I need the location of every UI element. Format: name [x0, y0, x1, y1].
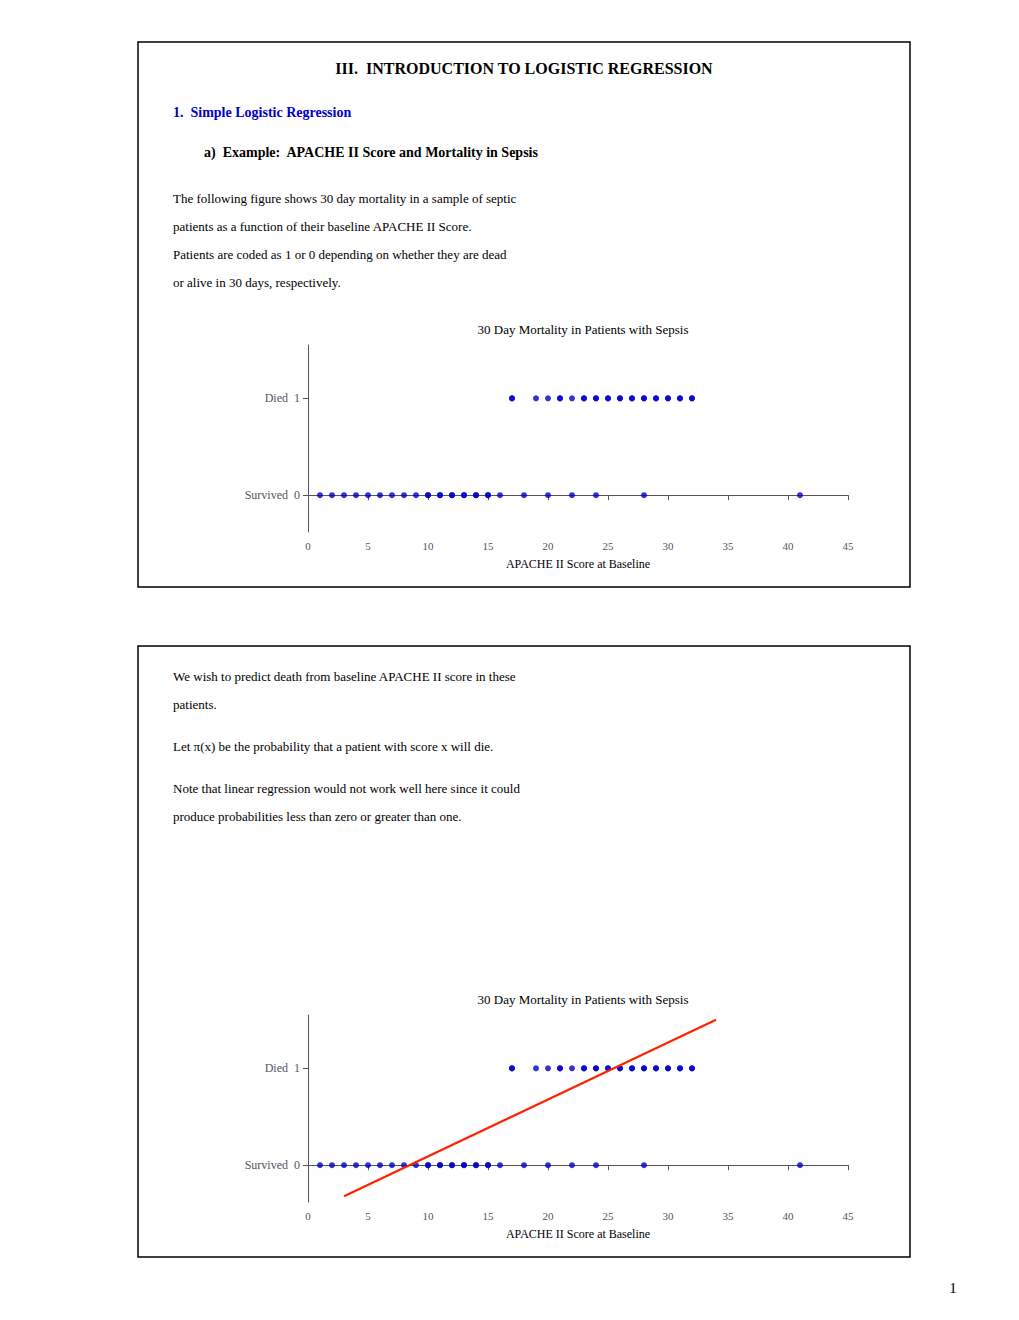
svg-text:Survived 0: Survived 0 [245, 1158, 300, 1172]
svg-text:patients.: patients. [173, 697, 217, 712]
svg-text:20: 20 [543, 540, 555, 552]
svg-text:25: 25 [603, 1210, 615, 1222]
svg-text:0: 0 [305, 540, 311, 552]
svg-text:10: 10 [423, 1210, 435, 1222]
svg-text:15: 15 [483, 540, 495, 552]
svg-text:10: 10 [423, 540, 435, 552]
svg-text:45: 45 [843, 540, 855, 552]
svg-text:Patients are coded as 1 or 0 d: Patients are coded as 1 or 0 depending o… [173, 247, 507, 262]
svg-text:APACHE II Score at Baseline: APACHE II Score at Baseline [506, 1227, 650, 1241]
svg-text:40: 40 [783, 540, 795, 552]
svg-text:1. Simple Logistic Regression: 1. Simple Logistic Regression [173, 105, 351, 120]
svg-text:We wish to predict death from: We wish to predict death from baseline A… [173, 669, 516, 684]
svg-text:Died 1: Died 1 [265, 391, 300, 405]
svg-text:25: 25 [603, 540, 615, 552]
svg-text:produce probabilities less tha: produce probabilities less than zero or … [173, 809, 461, 824]
svg-text:Died 1: Died 1 [265, 1061, 300, 1075]
svg-text:Note that linear regression wo: Note that linear regression would not wo… [173, 781, 520, 796]
svg-text:0: 0 [305, 1210, 311, 1222]
svg-text:or alive in 30 days, respectiv: or alive in 30 days, respectively. [173, 275, 341, 290]
svg-text:5: 5 [365, 1210, 371, 1222]
svg-text:The following figure shows 30: The following figure shows 30 day mortal… [173, 191, 517, 206]
svg-text:20: 20 [543, 1210, 555, 1222]
svg-text:1: 1 [949, 1280, 957, 1296]
svg-text:30: 30 [663, 1210, 675, 1222]
svg-text:patients as a function of thei: patients as a function of their baseline… [173, 219, 471, 234]
svg-text:35: 35 [723, 1210, 735, 1222]
svg-text:a) Example: APACHE II Score: a) Example: APACHE II Score and Mortalit… [204, 145, 538, 161]
svg-text:15: 15 [483, 1210, 495, 1222]
svg-text:45: 45 [843, 1210, 855, 1222]
svg-text:35: 35 [723, 540, 735, 552]
svg-text:40: 40 [783, 1210, 795, 1222]
svg-text:Survived 0: Survived 0 [245, 488, 300, 502]
svg-text:30: 30 [663, 540, 675, 552]
svg-text:30 Day Mortality in Patients w: 30 Day Mortality in Patients with Sepsis [478, 992, 689, 1007]
svg-text:30 Day Mortality in Patients w: 30 Day Mortality in Patients with Sepsis [478, 322, 689, 337]
svg-text:APACHE II Score at Baseline: APACHE II Score at Baseline [506, 557, 650, 571]
svg-text:Let π(x) be the probability th: Let π(x) be the probability that a patie… [173, 739, 493, 754]
svg-text:III. INTRODUCTION TO LOGISTIC: III. INTRODUCTION TO LOGISTIC REGRESSION [335, 60, 713, 77]
svg-text:5: 5 [365, 540, 371, 552]
